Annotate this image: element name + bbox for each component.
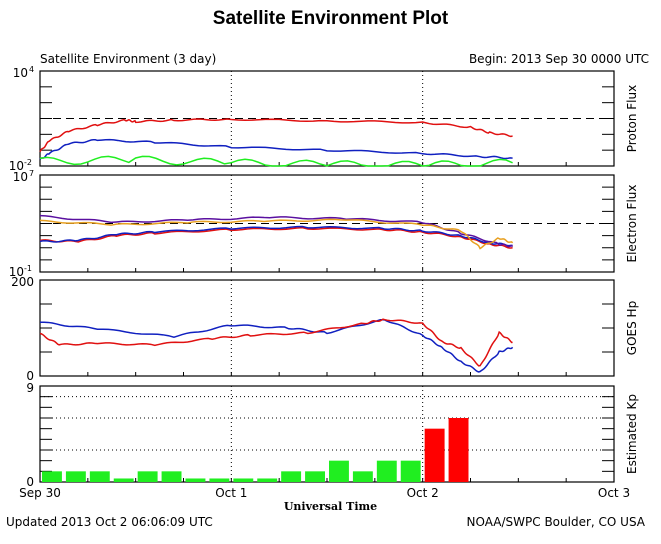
kp-bar bbox=[257, 478, 278, 482]
x-axis-label: Universal Time bbox=[283, 500, 378, 513]
series-hp-0 bbox=[39, 318, 514, 373]
y-tick-exponent-top: 4 bbox=[29, 65, 34, 74]
series-proton-2 bbox=[39, 155, 513, 167]
x-tick-label: Oct 1 bbox=[215, 486, 247, 500]
y-tick-label-top: 9 bbox=[26, 381, 34, 395]
kp-bar bbox=[305, 471, 325, 482]
kp-bar bbox=[233, 478, 254, 482]
series-electron-1 bbox=[39, 225, 513, 247]
credit: NOAA/SWPC Boulder, CO USA bbox=[466, 515, 645, 529]
kp-bar bbox=[209, 478, 230, 482]
panel-label-electron: Electron Flux bbox=[625, 185, 639, 263]
kp-bar bbox=[376, 460, 397, 482]
series-electron-2 bbox=[39, 214, 514, 248]
panel-frame-hp bbox=[39, 279, 615, 377]
kp-bar bbox=[329, 460, 349, 482]
y-tick-exponent-bottom: -1 bbox=[24, 264, 32, 273]
kp-bar bbox=[65, 471, 86, 482]
plot-title: Satellite Environment Plot bbox=[212, 8, 449, 29]
x-tick-label: Oct 3 bbox=[598, 486, 630, 500]
series-electron-3 bbox=[39, 218, 514, 250]
panel-label-proton: Proton Flux bbox=[625, 85, 639, 152]
x-tick-label: Sep 30 bbox=[19, 486, 61, 500]
kp-bar bbox=[352, 471, 373, 482]
kp-bar bbox=[424, 428, 445, 482]
x-tick-label: Oct 2 bbox=[407, 486, 439, 500]
y-tick-label-bottom: 10 bbox=[9, 265, 24, 279]
kp-bar bbox=[185, 478, 206, 482]
panel-label-hp: GOES Hp bbox=[625, 301, 639, 355]
y-tick-label-top: 200 bbox=[11, 275, 34, 289]
begin-time: Begin: 2013 Sep 30 0000 UTC bbox=[468, 52, 649, 66]
panel-label-kp: Estimated Kp bbox=[625, 394, 639, 474]
kp-bar bbox=[137, 471, 158, 482]
y-tick-label-top: 10 bbox=[13, 170, 28, 184]
y-tick-label-top: 10 bbox=[13, 66, 28, 80]
kp-bar bbox=[161, 471, 182, 482]
updated-timestamp: Updated 2013 Oct 2 06:06:09 UTC bbox=[6, 515, 213, 529]
y-tick-label-bottom: 10 bbox=[9, 159, 24, 173]
y-tick-label-bottom: 0 bbox=[26, 369, 34, 383]
kp-bar bbox=[281, 471, 302, 482]
series-electron-0 bbox=[39, 226, 513, 249]
kp-bar bbox=[448, 418, 469, 482]
y-tick-exponent-top: 7 bbox=[29, 169, 34, 178]
y-tick-exponent-bottom: -2 bbox=[24, 158, 32, 167]
plot-subtitle: Satellite Environment (3 day) bbox=[40, 52, 217, 66]
kp-bar bbox=[113, 478, 134, 482]
panel-frame-kp bbox=[39, 385, 615, 483]
kp-bar bbox=[42, 471, 62, 482]
y-tick-label-bottom: 0 bbox=[26, 475, 34, 489]
kp-bar bbox=[400, 460, 421, 482]
series-hp-1 bbox=[39, 318, 513, 367]
kp-bar bbox=[89, 471, 110, 482]
series-proton-1 bbox=[39, 138, 513, 160]
series-proton-0 bbox=[39, 118, 513, 153]
